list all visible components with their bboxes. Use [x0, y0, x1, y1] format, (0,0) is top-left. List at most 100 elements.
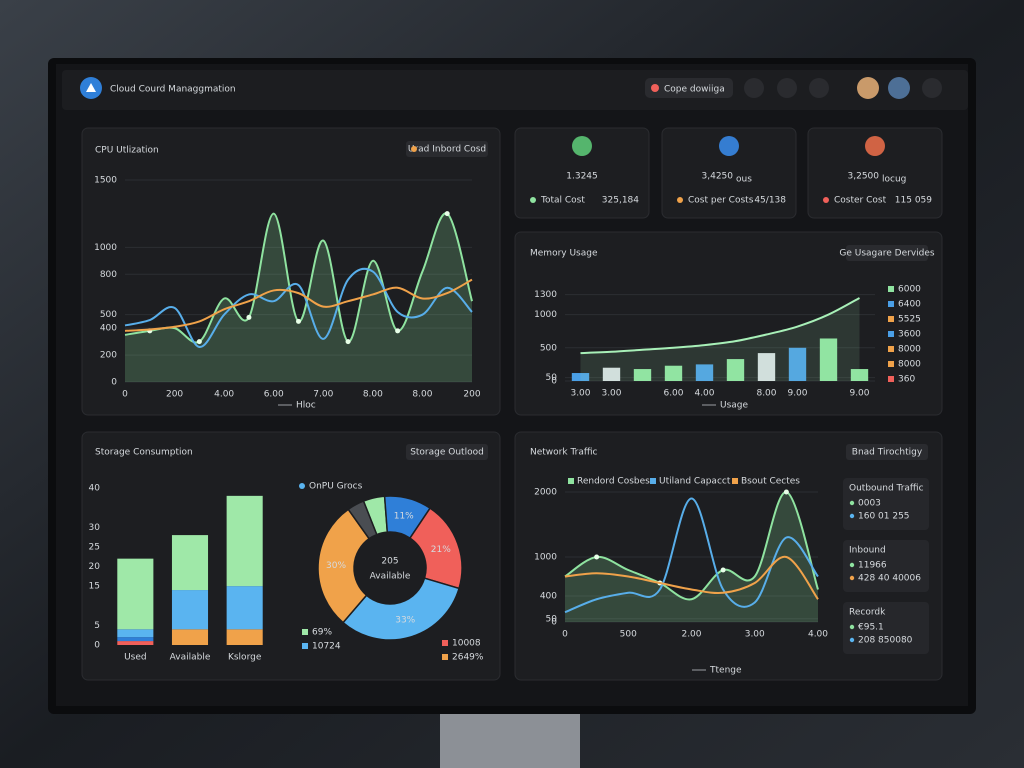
bar-segment: [117, 629, 154, 638]
line: [564, 497, 819, 614]
stat-card-title: Outbound Traffic: [849, 484, 924, 494]
y-tick-label: 50: [546, 614, 558, 624]
x-tick-label: 4.00: [694, 389, 714, 399]
area: [580, 297, 860, 381]
legend-label: Rendord Cosbes: [577, 477, 650, 487]
point: [296, 318, 301, 324]
point: [395, 328, 401, 334]
icon-button[interactable]: [777, 78, 797, 98]
line: [564, 555, 819, 600]
footer-legend: Hloc: [296, 401, 316, 411]
pie-slice: [347, 500, 378, 540]
bar: [664, 365, 683, 381]
bar: [788, 347, 807, 381]
line: [580, 297, 860, 355]
avatar[interactable]: [888, 77, 910, 99]
icon-button[interactable]: [744, 78, 764, 98]
badge: [406, 141, 488, 157]
legend-swatch: [888, 301, 894, 307]
badge: [406, 444, 488, 460]
kpi-card: [661, 127, 797, 219]
legend-swatch: [888, 331, 894, 337]
x-tick-label: 0: [562, 630, 568, 640]
x-tick-label: Used: [124, 653, 147, 663]
y-tick-label: 15: [89, 582, 100, 592]
slice-label: 30%: [326, 561, 346, 571]
bar-segment: [117, 637, 154, 642]
bar: [757, 353, 776, 381]
bar: [819, 338, 838, 381]
x-tick-label: 2.00: [681, 630, 701, 640]
kpi-icon: [865, 136, 885, 156]
kpi-delta: 325,184: [602, 196, 639, 206]
legend-swatch: [442, 654, 448, 660]
legend-label: 10008: [452, 639, 481, 649]
point: [196, 339, 202, 345]
badge: [846, 245, 928, 261]
legend-label: 2649%: [452, 653, 484, 663]
point: [345, 339, 351, 345]
x-tick-label: 9.00: [849, 389, 869, 399]
kpi-unit: ous: [736, 175, 752, 185]
kpi-label: Total Cost: [540, 196, 585, 206]
y-tick-label: 800: [100, 270, 117, 280]
point: [246, 314, 252, 320]
kpi-card: [514, 127, 650, 219]
kpi-label-icon: [530, 197, 536, 203]
icon-button[interactable]: [809, 78, 829, 98]
donut-center-value: 205: [381, 557, 398, 567]
y-tick-label: 30: [89, 523, 101, 533]
legend-swatch: [302, 629, 308, 635]
kpi-unit: locug: [882, 175, 906, 185]
legend-swatch: [888, 376, 894, 382]
y-tick-label: 200: [100, 351, 117, 361]
legend-swatch: [888, 286, 894, 292]
row-dot: [849, 575, 855, 581]
slice-label: 33%: [395, 615, 415, 625]
stat-row: 428 40 40006: [858, 574, 921, 584]
stat-row: 208 850080: [858, 636, 913, 646]
y-tick-label: 25: [89, 542, 100, 552]
legend-label: 5525: [898, 315, 921, 325]
stat-row: 0003: [858, 499, 881, 509]
stat-card: [843, 540, 929, 592]
bar-segment: [171, 629, 209, 645]
slice-label: 21%: [431, 545, 451, 555]
legend-swatch: [732, 478, 738, 484]
dropdown-icon: [651, 84, 659, 92]
legend-label: 6000: [898, 285, 921, 295]
badge-label: Bnad Tirochtigy: [852, 448, 923, 458]
y-tick-label: 1500: [94, 176, 117, 186]
kpi-value: 3,4250: [702, 172, 734, 182]
panel-title: Network Traffic: [530, 448, 598, 458]
x-tick-label: 0: [122, 390, 128, 400]
legend-label: Bsout Cectes: [741, 477, 800, 487]
y-tick-label: 2000: [534, 488, 557, 498]
x-tick-label: 8.00: [363, 390, 383, 400]
avatar[interactable]: [857, 77, 879, 99]
bar-segment: [117, 558, 154, 630]
bar-segment: [171, 590, 209, 630]
y-tick-label: 20: [89, 562, 101, 572]
kpi-label: Coster Cost: [834, 196, 887, 206]
badge-label: Urad Inbord Cosd: [408, 145, 486, 155]
bar-segment: [226, 586, 263, 630]
menu-button[interactable]: [922, 78, 942, 98]
legend-swatch: [888, 346, 894, 352]
stat-card: [843, 478, 929, 530]
app-title: Cloud Courd Managgmation: [110, 85, 236, 95]
dropdown[interactable]: [645, 78, 733, 98]
y-tick-label: 1000: [94, 243, 117, 253]
legend-swatch: [888, 361, 894, 367]
legend-label: 6400: [898, 300, 921, 310]
stat-card: [843, 602, 929, 654]
pie-slice: [317, 508, 371, 624]
y-tick-label: 400: [540, 592, 557, 602]
legend-swatch: [442, 640, 448, 646]
stat-row: €95.1: [858, 623, 884, 633]
x-tick-label: 3.00: [601, 389, 621, 399]
bar: [602, 367, 621, 381]
row-dot: [849, 624, 855, 630]
monitor-stand: [440, 712, 580, 768]
